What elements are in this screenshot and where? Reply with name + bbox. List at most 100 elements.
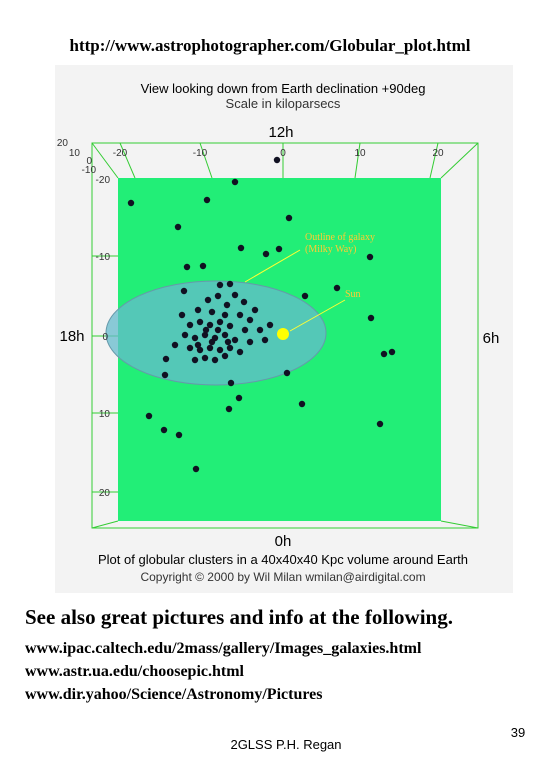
cluster-dot (240, 298, 248, 306)
cluster-dot (180, 287, 188, 295)
depth-axis-label: -10 (82, 165, 97, 176)
cluster-dot (251, 306, 259, 314)
top-axis-label: 10 (354, 148, 366, 159)
top-axis-label: -20 (113, 148, 128, 159)
cluster-dot (262, 250, 270, 258)
hour-label: 0h (275, 533, 292, 550)
edge (440, 142, 479, 179)
box-frame (91, 142, 479, 529)
body-heading: See also great pictures and info at the … (25, 605, 453, 629)
cluster-dot (241, 326, 249, 334)
cluster-dot (199, 262, 207, 270)
cluster-dot (186, 344, 194, 352)
top-axis-label: 0 (280, 148, 286, 159)
cluster-dot (275, 245, 283, 253)
cluster-dot (226, 322, 234, 330)
cluster-dot (214, 326, 222, 334)
cluster-dot (366, 253, 374, 261)
cluster-dot (225, 405, 233, 413)
edge (429, 142, 439, 179)
depth-axis-label: 20 (57, 138, 69, 149)
cluster-dot (175, 431, 183, 439)
cluster-dot (194, 306, 202, 314)
cluster-dot (388, 348, 396, 356)
cluster-dot (160, 426, 168, 434)
top-axis-label: -10 (193, 148, 208, 159)
edge (91, 520, 119, 529)
cluster-dots (127, 156, 396, 473)
figure-copyright: Copyright © 2000 by Wil Milan wmilan@air… (140, 570, 425, 584)
figure-caption: Plot of globular clusters in a 40x40x40 … (98, 552, 468, 567)
cluster-dot (208, 338, 216, 346)
cluster-dot (214, 292, 222, 300)
link[interactable]: www.ipac.caltech.edu/2mass/gallery/Image… (25, 640, 422, 657)
header-title: http://www.astrophotographer.com/Globula… (70, 36, 471, 55)
cluster-dot (181, 331, 189, 339)
hour-label: 12h (268, 124, 293, 141)
annotation-pointer (244, 249, 301, 283)
cluster-dot (256, 326, 264, 334)
cluster-dot (162, 355, 170, 363)
annotation: (Milky Way) (305, 244, 357, 255)
cluster-dot (376, 420, 384, 428)
cluster-dot (380, 350, 388, 358)
link[interactable]: www.astr.ua.edu/choosepic.html (25, 663, 245, 680)
cluster-dot (194, 341, 202, 349)
cluster-dot (186, 321, 194, 329)
edge (354, 142, 361, 179)
cluster-dot (236, 348, 244, 356)
cluster-dot (221, 352, 229, 360)
cluster-dot (192, 465, 200, 473)
link[interactable]: www.dir.yahoo/Science/Astronomy/Pictures (25, 686, 322, 703)
cluster-dot (333, 284, 341, 292)
annotation-pointer (289, 299, 346, 332)
cluster-dot (246, 338, 254, 346)
cluster-dot (237, 244, 245, 252)
cluster-dot (226, 344, 234, 352)
cluster-dot (201, 331, 209, 339)
edge (91, 142, 119, 179)
cluster-dot (226, 280, 234, 288)
depth-axis-label: 10 (69, 148, 81, 159)
cluster-dot (216, 346, 224, 354)
cluster-dot (208, 308, 216, 316)
cluster-dot (273, 156, 281, 164)
cluster-dot (231, 178, 239, 186)
cluster-dot (231, 336, 239, 344)
cluster-dot (261, 336, 269, 344)
cluster-dot (196, 318, 204, 326)
left-axis-label: -20 (96, 175, 111, 186)
cluster-dot (203, 196, 211, 204)
cluster-dot (235, 394, 243, 402)
cluster-dot (127, 199, 135, 207)
cluster-dot (266, 321, 274, 329)
edge (119, 142, 136, 179)
left-axis-label: 0 (102, 332, 108, 343)
cluster-dot (216, 281, 224, 289)
cluster-dot (206, 321, 214, 329)
cluster-dot (227, 379, 235, 387)
cluster-dot (211, 356, 219, 364)
top-axis-label: 20 (432, 148, 444, 159)
cluster-dot (283, 369, 291, 377)
cluster-dot (174, 223, 182, 231)
annotation: Sun (345, 289, 361, 300)
cluster-dot (202, 326, 210, 334)
left-axis-label: 20 (99, 488, 111, 499)
depth-axis-label: 0 (86, 156, 92, 167)
left-axis-label: -10 (96, 252, 111, 263)
sun-marker (277, 328, 289, 340)
cluster-dot (236, 311, 244, 319)
galaxy-outline (105, 280, 327, 386)
edge (199, 142, 213, 179)
cluster-dot (221, 331, 229, 339)
figure-title: View looking down from Earth declination… (141, 81, 426, 96)
hour-label: 18h (59, 328, 84, 345)
cluster-dot (246, 316, 254, 324)
cluster-dot (178, 311, 186, 319)
cluster-dot (224, 338, 232, 346)
annotation: Outline of galaxy (305, 232, 375, 243)
cluster-dot (145, 412, 153, 420)
cluster-dot (223, 301, 231, 309)
